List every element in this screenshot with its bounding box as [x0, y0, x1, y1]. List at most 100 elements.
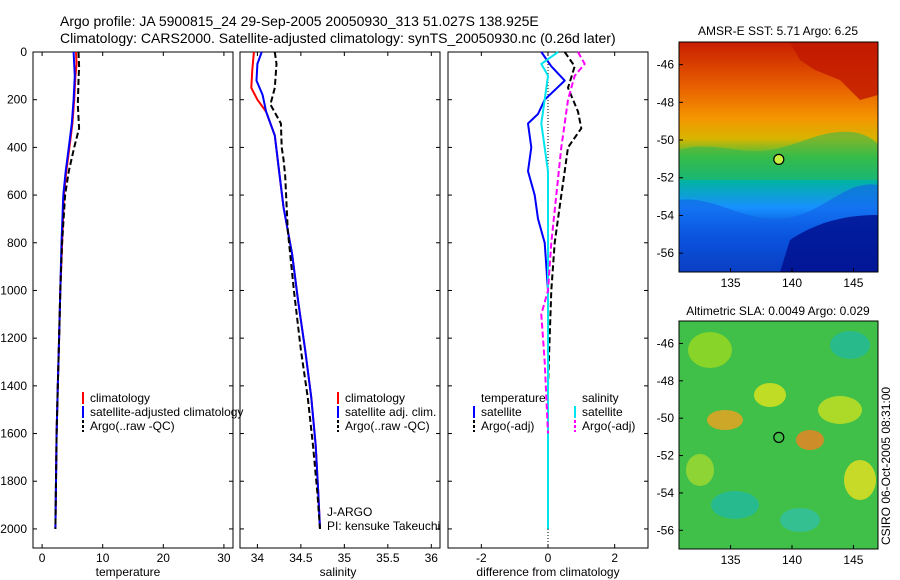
sst-map-axes: 135 140 145 -46 -48 -50 -52 -54 -56 [657, 58, 864, 290]
x-tick-label: -2 [476, 551, 487, 565]
legend-temp-satellite: satellite [481, 405, 522, 419]
sla-blob [818, 396, 862, 424]
sla-blob [844, 460, 876, 500]
salinity-panel: 34 34.5 35 35.5 36 [240, 51, 440, 565]
x-tick-label: 34 [251, 551, 265, 565]
y-tick-label: -46 [657, 58, 675, 72]
y-tick-label: 200 [7, 93, 27, 107]
temperature-panel: 0 200 400 600 800 1000 1200 1400 1600 1800 2000 0 10… [0, 45, 233, 565]
x-tick-label: 35.5 [376, 551, 400, 565]
series-line [250, 51, 321, 529]
y-tick-label: 1600 [0, 427, 27, 441]
sst-map-title: AMSR-E SST: 5.71 Argo: 6.25 [698, 24, 858, 38]
y-tick-label: 2000 [0, 522, 27, 536]
x-tick-label: 2 [611, 551, 618, 565]
title-line-1: Argo profile: JA 5900815_24 29-Sep-2005 … [60, 13, 539, 29]
sla-map-frame [678, 320, 879, 550]
difference-xlabel: difference from climatology [476, 565, 619, 579]
series-line [527, 51, 566, 529]
legend-satellite-adj-clim: satellite adj. clim. [345, 405, 436, 419]
y-tick-label: -56 [657, 246, 675, 260]
y-tick-label: 1800 [0, 474, 27, 488]
sla-blob [830, 331, 870, 359]
salinity-xlabel: salinity [320, 565, 357, 579]
legend-heading-temperature: temperature [481, 391, 546, 405]
legend-sal-argo: Argo(-adj) [582, 419, 635, 433]
salinity-legend: climatology satellite adj. clim. Argo(..… [337, 391, 436, 433]
legend-satellite-adjusted-climatology: satellite-adjusted climatology [90, 405, 243, 419]
sla-map [679, 321, 878, 549]
series-line [255, 51, 321, 529]
temperature-panel-frame [32, 51, 234, 549]
sla-blob [754, 383, 786, 407]
x-tick-label: 36 [425, 551, 439, 565]
legend-heading-salinity: salinity [582, 391, 619, 405]
sst-warm-blob [790, 42, 878, 100]
y-tick-label: 600 [7, 188, 27, 202]
float-annotation-line-1: J-ARGO [327, 505, 372, 519]
series-line [547, 51, 583, 529]
sla-blob [686, 454, 714, 486]
title-line-2: Climatology: CARS2000. Satellite-adjuste… [60, 30, 616, 46]
y-tick-label: -52 [657, 449, 675, 463]
sla-blob [707, 410, 743, 430]
y-tick-label: -52 [657, 171, 675, 185]
argo-position-marker [773, 431, 785, 443]
y-tick-label: 0 [20, 45, 27, 59]
x-tick-label: 30 [217, 551, 231, 565]
y-tick-label: -56 [657, 523, 675, 537]
x-tick-label: 135 [721, 276, 741, 290]
series-line [540, 51, 586, 434]
temperature-xlabel: temperature [96, 565, 161, 579]
y-tick-label: -50 [657, 411, 675, 425]
float-annotation-line-2: PI: kensuke Takeuchi [327, 519, 440, 533]
legend-temp-argo: Argo(-adj) [481, 419, 534, 433]
series-line [540, 51, 559, 529]
sla-blob [796, 430, 824, 450]
y-tick-label: -48 [657, 95, 675, 109]
series-line [54, 51, 76, 529]
difference-panel: -2 0 2 [448, 51, 648, 565]
sla-blob [688, 332, 732, 368]
legend-argo: Argo(..raw -QC) [90, 419, 175, 433]
temperature-legend: climatology satellite-adjusted climatolo… [82, 391, 243, 433]
x-tick-label: 145 [843, 553, 863, 567]
y-tick-label: -46 [657, 336, 675, 350]
series-line [54, 51, 78, 529]
x-tick-label: 140 [782, 553, 802, 567]
salinity-panel-frame [239, 51, 441, 549]
y-tick-label: -54 [657, 486, 675, 500]
y-tick-label: 800 [7, 236, 27, 250]
sla-map-title: Altimetric SLA: 0.0049 Argo: 0.029 [686, 304, 870, 318]
x-tick-label: 145 [843, 276, 863, 290]
legend-argo: Argo(..raw -QC) [345, 419, 430, 433]
x-tick-label: 35 [338, 551, 352, 565]
x-tick-label: 0 [545, 551, 552, 565]
x-tick-label: 10 [96, 551, 110, 565]
x-tick-label: 140 [782, 276, 802, 290]
series-line [269, 51, 321, 529]
y-tick-label: 1000 [0, 283, 27, 297]
x-tick-label: 135 [721, 553, 741, 567]
legend-climatology: climatology [90, 391, 150, 405]
sst-cold-core [780, 215, 878, 272]
series-line [54, 51, 81, 529]
y-tick-label: 1200 [0, 331, 27, 345]
y-tick-label: -54 [657, 208, 675, 222]
x-tick-label: 0 [39, 551, 46, 565]
sla-map-axes: 135 140 145 -46 -48 -50 -52 -54 -56 [657, 336, 864, 567]
y-tick-label: 1400 [0, 379, 27, 393]
y-tick-label: -48 [657, 374, 675, 388]
sla-blob [780, 508, 820, 532]
legend-sal-satellite: satellite [582, 405, 623, 419]
y-tick-label: -50 [657, 133, 675, 147]
x-tick-label: 34.5 [289, 551, 313, 565]
side-label: CSIRO 06-Oct-2005 08:31:00 [879, 387, 893, 545]
x-tick-label: 20 [157, 551, 171, 565]
sla-blob [711, 491, 759, 519]
y-tick-label: 400 [7, 140, 27, 154]
argo-position-marker [773, 153, 785, 165]
difference-legend: temperature satellite Argo(-adj) salinit… [473, 391, 635, 433]
sst-map-frame [678, 41, 879, 273]
